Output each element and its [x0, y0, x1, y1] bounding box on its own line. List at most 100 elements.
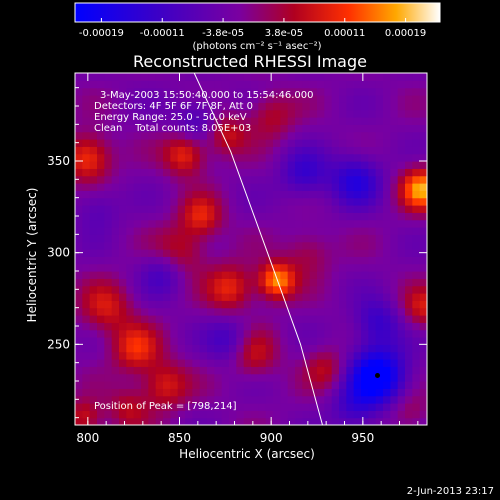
heatmap-cell	[185, 73, 193, 81]
heatmap-cell	[163, 146, 171, 155]
heatmap-cell	[397, 183, 406, 191]
heatmap-cell	[368, 219, 377, 228]
heatmap-cell	[155, 73, 164, 81]
heatmap-cell	[221, 73, 230, 81]
heatmap-cell	[89, 124, 98, 133]
heatmap-cell	[331, 227, 340, 235]
heatmap-cell	[163, 95, 171, 103]
heatmap-cell	[324, 395, 333, 404]
heatmap-cell	[97, 256, 105, 265]
heatmap-cell	[397, 293, 406, 301]
heatmap-cell	[214, 300, 223, 309]
heatmap-cell	[163, 271, 171, 279]
heatmap-cell	[383, 366, 391, 375]
heatmap-cell	[141, 337, 149, 345]
heatmap-cell	[243, 102, 252, 111]
heatmap-cell	[309, 241, 318, 250]
heatmap-cell	[82, 190, 91, 199]
heatmap-cell	[287, 359, 296, 367]
heatmap-cell	[353, 315, 362, 323]
heatmap-cell	[302, 117, 311, 125]
heatmap-cell	[324, 366, 333, 375]
heatmap-cell	[412, 168, 421, 177]
heatmap-cell	[236, 109, 245, 118]
heatmap-cell	[287, 256, 296, 265]
heatmap-cell	[280, 395, 289, 404]
heatmap-cell	[133, 344, 142, 353]
heatmap-cell	[324, 300, 333, 309]
heatmap-cell	[251, 161, 259, 169]
heatmap-cell	[229, 219, 237, 228]
heatmap-cell	[317, 241, 325, 250]
heatmap-cell	[258, 146, 267, 155]
heatmap-cell	[199, 146, 208, 155]
heatmap-cell	[236, 212, 245, 221]
heatmap-cell	[412, 344, 421, 353]
heatmap-cell	[251, 95, 259, 103]
heatmap-cell	[214, 102, 223, 111]
heatmap-cell	[141, 307, 149, 316]
heatmap-cell	[199, 241, 208, 250]
heatmap-cell	[368, 285, 377, 294]
heatmap-cell	[141, 109, 149, 118]
heatmap-cell	[324, 285, 333, 294]
heatmap-cell	[214, 315, 223, 323]
heatmap-cell	[126, 212, 135, 221]
heatmap-cell	[273, 95, 281, 103]
heatmap-cell	[243, 73, 252, 81]
heatmap-cell	[390, 146, 399, 155]
heatmap-cell	[331, 117, 340, 125]
heatmap-cell	[163, 403, 171, 411]
heatmap-cell	[339, 175, 347, 184]
heatmap-cell	[397, 373, 406, 382]
heatmap-cell	[339, 205, 347, 213]
heatmap-cell	[243, 329, 252, 338]
heatmap-cell	[163, 168, 171, 177]
heatmap-cell	[170, 395, 179, 404]
heatmap-cell	[405, 146, 413, 155]
heatmap-cell	[280, 337, 289, 345]
heatmap-cell	[104, 256, 113, 265]
heatmap-cell	[133, 205, 142, 213]
heatmap-cell	[324, 234, 333, 243]
heatmap-cell	[361, 73, 369, 81]
heatmap-cell	[258, 190, 267, 199]
heatmap-cell	[412, 359, 421, 367]
heatmap-cell	[412, 183, 421, 191]
heatmap-cell	[419, 395, 427, 404]
heatmap-cell	[155, 219, 164, 228]
heatmap-cell	[243, 315, 252, 323]
heatmap-cell	[214, 322, 223, 331]
heatmap-cell	[148, 381, 157, 389]
heatmap-cell	[251, 73, 259, 81]
heatmap-cell	[155, 234, 164, 243]
heatmap-cell	[155, 131, 164, 140]
heatmap-cell	[163, 161, 171, 169]
heatmap-cell	[419, 117, 427, 125]
heatmap-cell	[97, 183, 105, 191]
heatmap-cell	[353, 351, 362, 360]
heatmap-cell	[324, 212, 333, 221]
heatmap-cell	[82, 146, 91, 155]
heatmap-cell	[258, 197, 267, 206]
heatmap-cell	[346, 293, 355, 301]
heatmap-cell	[163, 293, 171, 301]
heatmap-cell	[346, 278, 355, 287]
heatmap-cell	[375, 183, 384, 191]
heatmap-cell	[295, 227, 303, 235]
heatmap-cell	[177, 351, 186, 360]
heatmap-cell	[368, 102, 377, 111]
heatmap-cell	[339, 80, 347, 89]
heatmap-cell	[243, 87, 252, 96]
heatmap-cell	[375, 381, 384, 389]
heatmap-cell	[119, 234, 127, 243]
heatmap-cell	[309, 146, 318, 155]
heatmap-cell	[324, 359, 333, 367]
heatmap-cell	[185, 80, 193, 89]
heatmap-cell	[192, 249, 201, 257]
heatmap-cell	[280, 190, 289, 199]
heatmap-cell	[302, 344, 311, 353]
heatmap-cell	[214, 190, 223, 199]
heatmap-cell	[141, 417, 149, 425]
heatmap-cell	[258, 329, 267, 338]
